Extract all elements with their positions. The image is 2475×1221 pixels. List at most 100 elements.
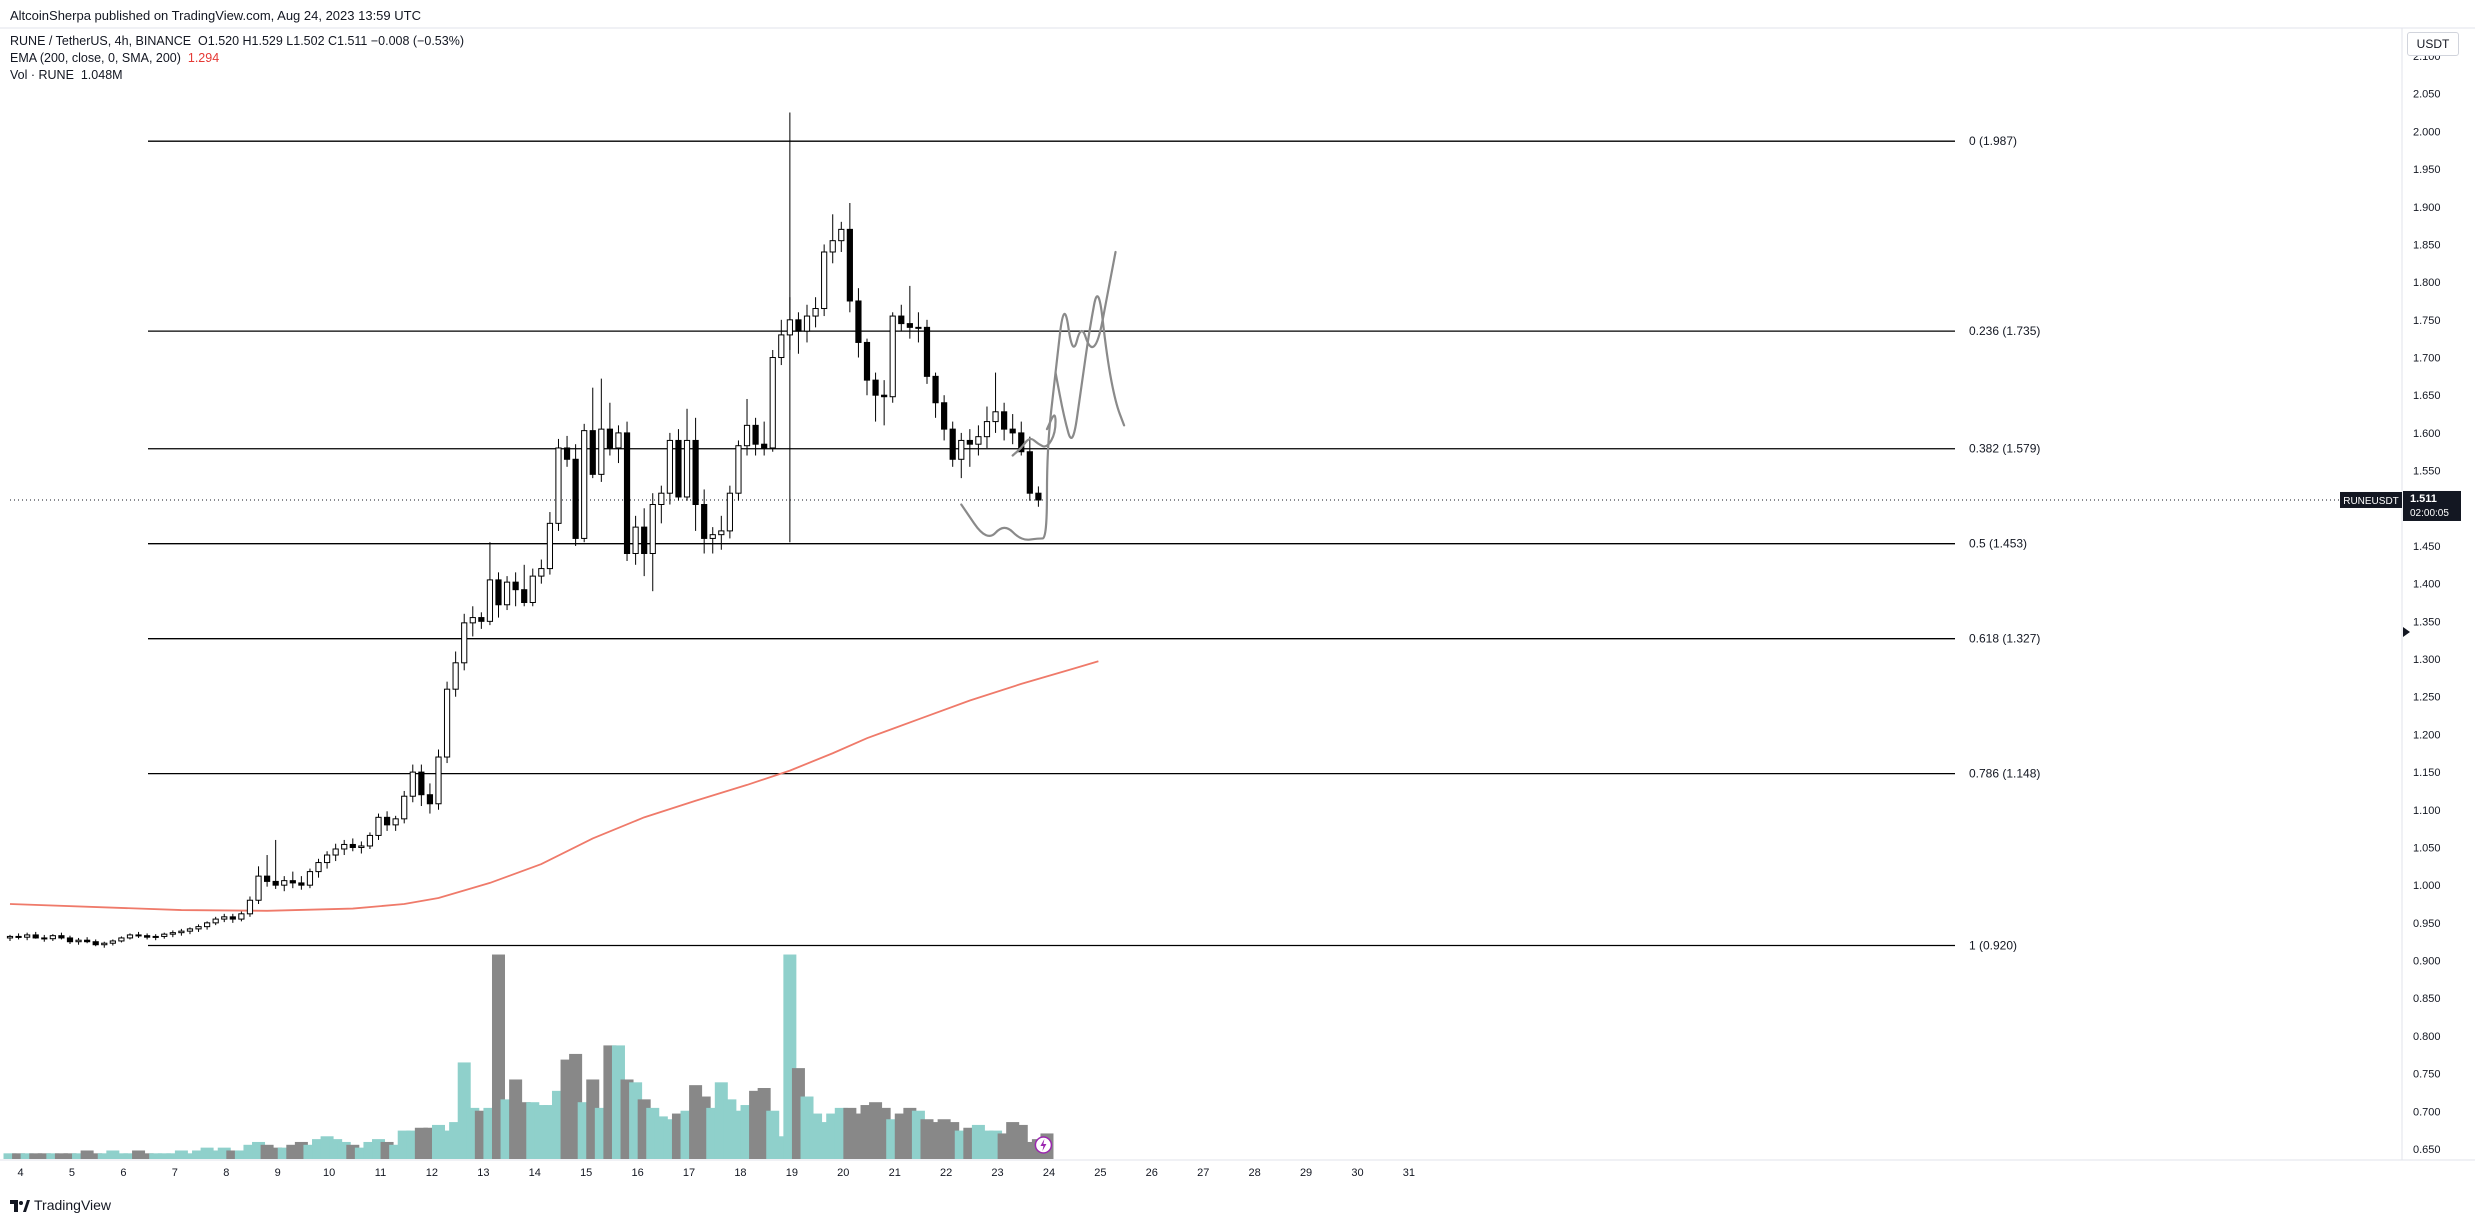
time-tick-label: 27	[1197, 1167, 1209, 1179]
ema-line	[9, 660, 1099, 912]
candle-down	[863, 341, 871, 381]
candle-down	[761, 443, 768, 449]
fib-level-label: 0 (1.987)	[1969, 134, 2017, 148]
price-tick-label: 1.450	[2413, 541, 2441, 553]
candle-down	[298, 882, 305, 886]
candle-up	[443, 688, 451, 758]
candle-down	[881, 394, 888, 398]
volume-bar	[20, 1153, 34, 1159]
candle-up	[829, 240, 836, 253]
candle-down	[795, 319, 802, 332]
volume-bar	[149, 1153, 163, 1159]
time-tick-label: 28	[1249, 1167, 1261, 1179]
candle-down	[855, 300, 862, 343]
time-tick-label: 12	[426, 1167, 438, 1179]
volume-bar	[166, 1153, 180, 1159]
time-tick-label: 23	[991, 1167, 1003, 1179]
currency-selector[interactable]: USDT	[2407, 32, 2459, 56]
candle-up	[503, 581, 511, 606]
price-tick-label: 1.200	[2413, 729, 2441, 741]
candle-up	[658, 492, 665, 506]
time-tick-label: 24	[1043, 1167, 1055, 1179]
candle-up	[821, 251, 828, 310]
candle-down	[701, 504, 708, 539]
candlesticks	[6, 112, 1042, 948]
time-tick-label: 15	[580, 1167, 592, 1179]
candle-down	[349, 843, 356, 848]
candle-up	[323, 854, 331, 864]
price-tick-label: 1.850	[2413, 239, 2441, 251]
candle-down	[264, 875, 271, 882]
price-tag: RUNEUSDT 1.511 02:00:05	[2340, 490, 2461, 521]
last-price-value: 1.511	[2410, 493, 2437, 505]
candle-up	[118, 937, 125, 942]
volume-bar	[209, 1150, 223, 1159]
drawn-projection[interactable]	[960, 250, 1126, 541]
candle-up	[632, 526, 639, 555]
candle-down	[418, 771, 425, 796]
ema-200-line	[9, 660, 1099, 912]
price-tick-label: 2.050	[2413, 89, 2441, 101]
volume-bar	[97, 1153, 111, 1159]
candle-up	[306, 871, 314, 886]
price-tick-label: 1.250	[2413, 692, 2441, 704]
volume-bar	[354, 1147, 368, 1159]
candle-down	[478, 617, 485, 622]
time-tick-label: 22	[940, 1167, 952, 1179]
candle-up	[49, 935, 56, 940]
sketch-stroke[interactable]	[1054, 295, 1126, 439]
publisher-credit: AltcoinSherpa published on TradingView.c…	[10, 8, 421, 23]
candle-up	[889, 315, 896, 398]
candle-down	[1009, 428, 1016, 434]
candle-down	[289, 880, 296, 884]
volume-bar	[226, 1150, 240, 1159]
volume-bar	[89, 1153, 103, 1159]
candle-down	[66, 937, 74, 943]
lightning-icon[interactable]	[1034, 1136, 1053, 1154]
volume-bar	[29, 1153, 43, 1159]
candle-up	[735, 445, 742, 494]
price-axis[interactable]: 2.1002.0502.0001.9501.9001.8501.8001.750…	[2413, 51, 2441, 1156]
fibonacci-retracement[interactable]: 0 (1.987) 0.236 (1.735) 0.382 (1.579) 0.5 (…	[148, 134, 2040, 952]
symbol-title[interactable]: RUNE / TetherUS, 4h, BINANCE	[10, 34, 192, 48]
sketch-stroke[interactable]	[1011, 414, 1057, 457]
candle-up	[126, 934, 134, 939]
candle-up	[238, 913, 245, 920]
candle-up	[709, 534, 716, 539]
volume-label[interactable]: Vol · RUNE	[10, 68, 74, 82]
price-tick-label: 1.600	[2413, 428, 2441, 440]
candle-up	[786, 319, 793, 336]
price-tick-label: 1.900	[2413, 202, 2441, 214]
candle-up	[221, 916, 228, 920]
symbol-legend[interactable]: RUNE / TetherUS, 4h, BINANCE O1.520 H1.5…	[10, 34, 464, 48]
candle-down	[692, 439, 699, 506]
candle-down	[144, 935, 151, 938]
volume-bar	[54, 1153, 68, 1159]
price-tick-label: 1.300	[2413, 654, 2441, 666]
volume-bar	[132, 1150, 146, 1159]
candle-up	[683, 439, 691, 498]
price-tick-label: 1.000	[2413, 880, 2441, 892]
candle-up	[529, 575, 536, 604]
time-tick-label: 6	[120, 1167, 126, 1179]
volume-bar	[234, 1150, 248, 1159]
candle-up	[461, 622, 468, 664]
candle-up	[109, 940, 116, 944]
volume-legend[interactable]: Vol · RUNE 1.048M	[10, 68, 123, 82]
candle-down	[41, 937, 48, 940]
candle-up	[435, 756, 442, 805]
axis-cursor-arrow-icon	[2403, 627, 2410, 637]
time-axis[interactable]: 4 5 6 7 8 9 10 11 12 13 14 15 16 17 18 19 20 21 22 23 24 25 26…	[18, 1167, 1416, 1179]
ema-legend[interactable]: EMA (200, close, 0, SMA, 200) 1.294	[10, 51, 219, 65]
fib-level-label: 0.5 (1.453)	[1969, 537, 2027, 551]
ema-label[interactable]: EMA (200, close, 0, SMA, 200)	[10, 51, 181, 65]
candle-down	[521, 589, 528, 604]
fib-level-label: 0.786 (1.148)	[1969, 767, 2040, 781]
candle-down	[675, 439, 682, 498]
candle-up	[958, 439, 965, 460]
candle-up	[375, 816, 382, 836]
sketch-stroke[interactable]	[960, 250, 1117, 541]
volume-bar	[63, 1153, 77, 1159]
candle-up	[469, 617, 476, 624]
